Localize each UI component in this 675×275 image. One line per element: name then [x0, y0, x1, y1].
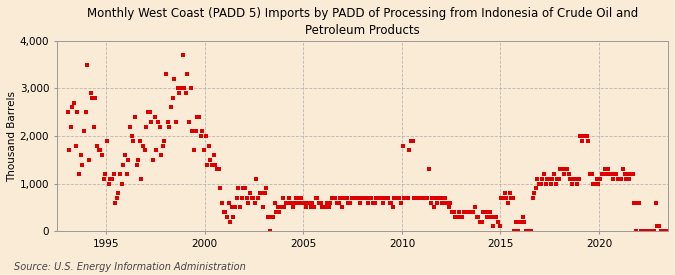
- Text: Source: U.S. Energy Information Administration: Source: U.S. Energy Information Administ…: [14, 262, 245, 272]
- Y-axis label: Thousand Barrels: Thousand Barrels: [7, 90, 17, 182]
- Title: Monthly West Coast (PADD 5) Imports by PADD of Processing from Indonesia of Crud: Monthly West Coast (PADD 5) Imports by P…: [87, 7, 638, 37]
